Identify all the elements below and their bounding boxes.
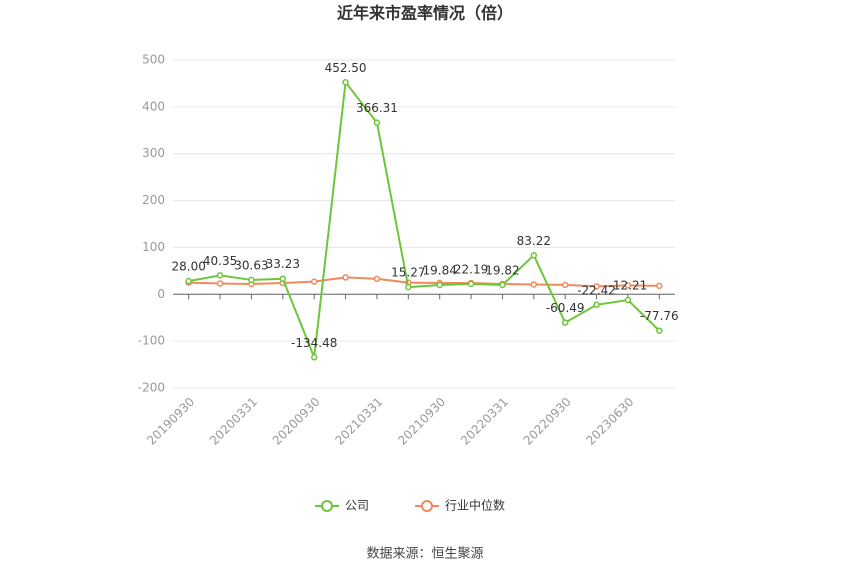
data-label: 19.84 (423, 263, 457, 277)
point (467, 280, 475, 288)
point (624, 296, 632, 304)
data-label: -12.21 (609, 279, 648, 293)
point (499, 281, 506, 289)
data-label: 28.00 (172, 260, 206, 274)
point (593, 283, 600, 290)
point (530, 252, 538, 259)
x-tick-label: 20190930 (144, 395, 197, 448)
data-label: 366.31 (356, 101, 398, 115)
y-tick-label: -100 (138, 334, 165, 348)
point (593, 301, 600, 309)
data-label: -77.76 (640, 309, 679, 323)
y-tick-label: -200 (138, 381, 165, 395)
series-line (188, 276, 660, 288)
x-tick-label: 20230630 (583, 395, 636, 448)
y-tick-label: 400 (142, 99, 165, 113)
data-label: 30.63 (234, 258, 268, 272)
series-line (188, 79, 661, 358)
x-tick-label: 20220930 (521, 395, 574, 448)
data-label: 40.35 (203, 254, 237, 268)
y-tick-label: 200 (142, 193, 165, 207)
point (656, 327, 663, 334)
point (373, 119, 381, 126)
x-tick-label: 20210331 (332, 395, 385, 448)
point (248, 276, 255, 284)
legend-label: 公司 (345, 499, 369, 513)
point (216, 280, 224, 287)
data-label: 15.27 (391, 266, 425, 280)
point (373, 275, 381, 283)
point (561, 319, 569, 326)
point (279, 275, 287, 282)
point (436, 281, 443, 289)
point (405, 283, 412, 291)
data-label: 83.22 (517, 234, 551, 248)
data-label: -60.49 (546, 301, 585, 315)
point (530, 281, 538, 288)
chart-title: 近年来市盈率情况（倍） (337, 4, 513, 23)
point (310, 354, 318, 361)
legend-marker (421, 500, 433, 512)
y-tick-label: 0 (157, 287, 165, 301)
point (342, 79, 349, 86)
x-tick-label: 20210930 (395, 395, 448, 448)
point (216, 272, 224, 279)
point (310, 278, 318, 285)
x-tick-label: 20200331 (207, 395, 260, 448)
y-tick-label: 300 (142, 146, 165, 160)
data-label: 33.23 (266, 257, 300, 271)
legend-label: 行业中位数 (445, 498, 505, 513)
point (561, 281, 569, 289)
point (185, 277, 192, 285)
point (342, 274, 349, 281)
y-tick-label: 500 (142, 53, 165, 67)
point (656, 282, 663, 290)
point (624, 282, 632, 289)
data-label: 19.82 (485, 263, 519, 277)
source-note: 数据来源：恒生聚源 (366, 547, 483, 562)
data-label: 22.19 (454, 262, 488, 276)
data-label: -22.42 (577, 283, 616, 297)
data-label: -134.48 (291, 336, 337, 350)
legend-marker (321, 500, 333, 512)
data-label: 452.50 (325, 61, 367, 75)
x-tick-label: 20220331 (458, 395, 511, 448)
x-tick-label: 20200930 (270, 395, 323, 448)
y-tick-label: 100 (142, 240, 165, 254)
